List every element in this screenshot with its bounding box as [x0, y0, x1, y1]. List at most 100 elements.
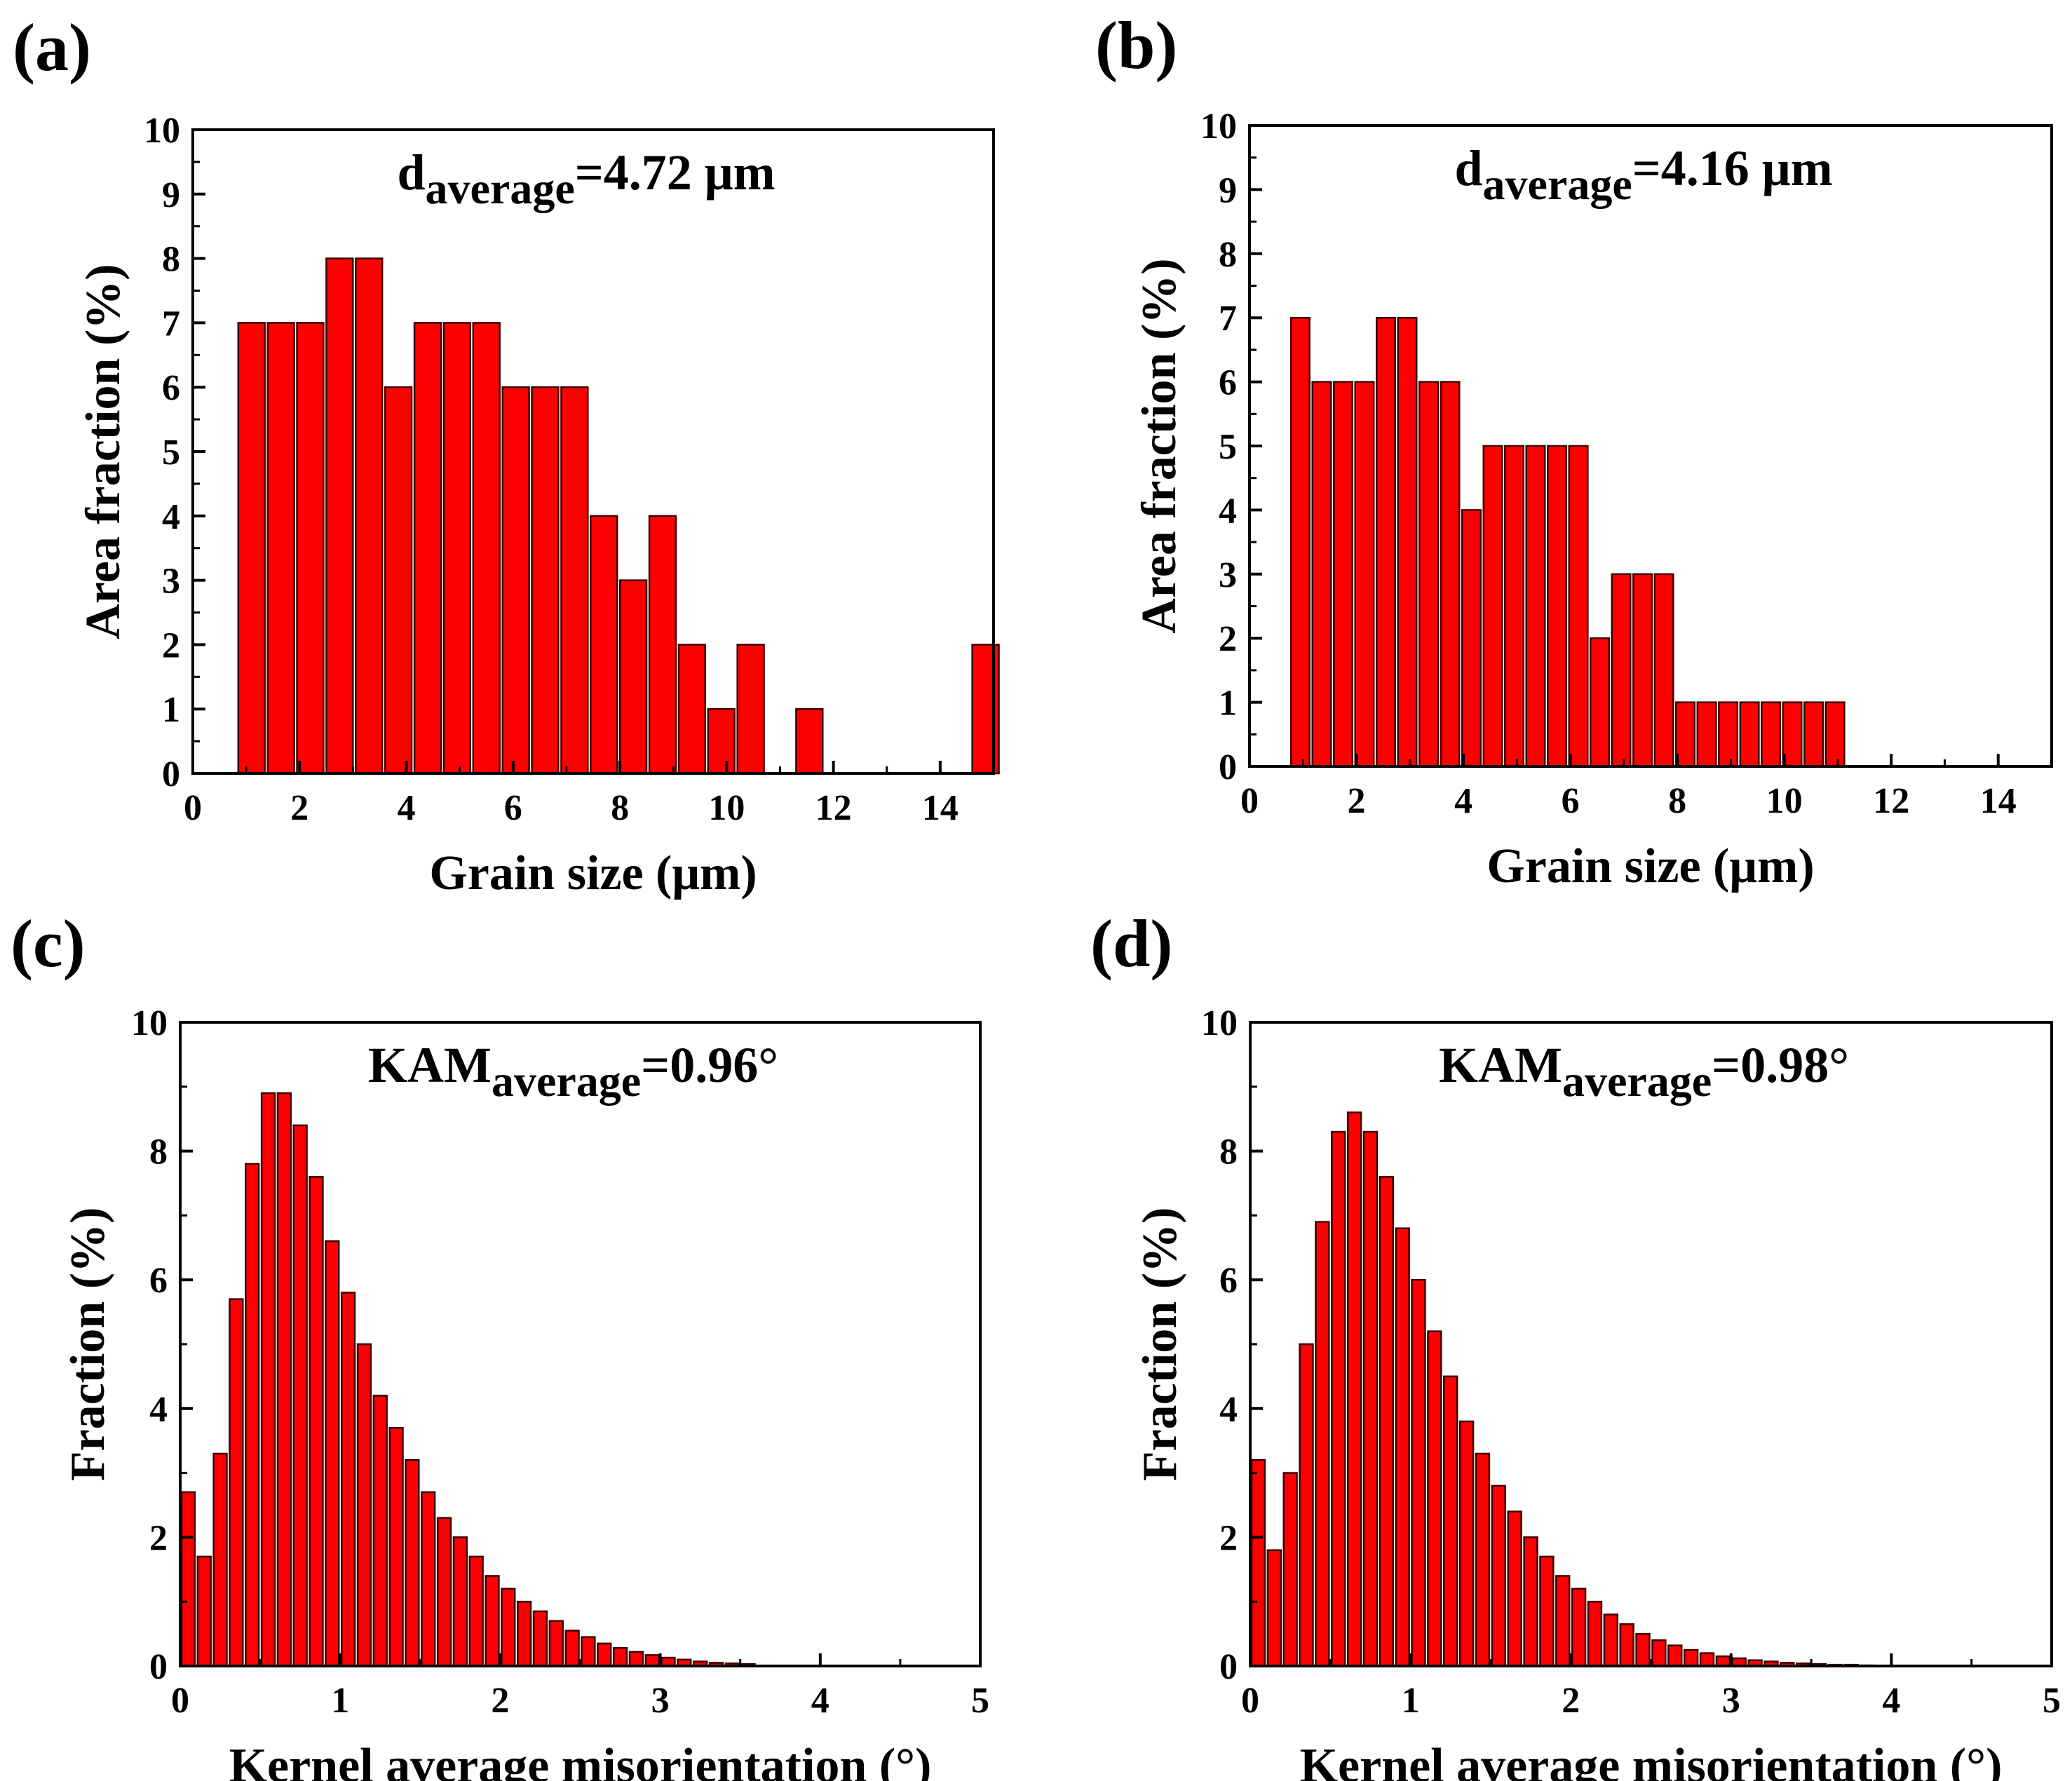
- histogram-bar: [356, 1343, 372, 1667]
- panel-label: (c): [11, 906, 86, 981]
- histogram-bar: [1587, 1600, 1603, 1667]
- histogram-bar: [384, 386, 413, 775]
- histogram-bar: [1803, 701, 1824, 768]
- histogram-bar: [1332, 381, 1353, 768]
- annotation-main: KAM: [1439, 1037, 1562, 1093]
- x-axis-title: Kernel average misorientation (°): [1300, 1739, 2003, 1781]
- histogram-bar: [560, 386, 589, 775]
- y-tick-label: 0: [149, 1647, 168, 1687]
- histogram-bar: [548, 1620, 564, 1667]
- histogram-bar: [1568, 445, 1589, 768]
- y-tick-label: 9: [162, 175, 180, 215]
- y-tick-label: 0: [162, 754, 180, 794]
- annotation-subscript: average: [1562, 1056, 1712, 1106]
- histogram-bar: [1440, 381, 1461, 768]
- histogram-bar: [1482, 445, 1503, 768]
- x-tick-label: 2: [1562, 1681, 1580, 1721]
- histogram-bar: [1824, 701, 1846, 768]
- histogram-bar: [372, 1395, 388, 1667]
- histogram-bar: [1523, 1536, 1538, 1667]
- histogram-bar: [501, 1587, 516, 1667]
- histogram-bar: [1718, 701, 1739, 768]
- y-tick-label: 6: [1219, 363, 1237, 403]
- histogram-bar: [1571, 1587, 1587, 1667]
- x-tick-label: 2: [1348, 781, 1366, 821]
- annotation-value: =0.96°: [641, 1037, 778, 1093]
- histogram-bar: [1699, 1652, 1715, 1667]
- x-tick-label: 12: [1873, 781, 1909, 821]
- x-axis-title: Grain size (μm): [429, 846, 757, 900]
- histogram-bar: [1362, 1130, 1379, 1667]
- y-tick-label: 6: [162, 368, 180, 408]
- histogram-bar: [532, 1610, 548, 1667]
- annotation-value: =0.98°: [1712, 1037, 1849, 1093]
- y-tick-label: 2: [1219, 619, 1237, 659]
- x-tick-label: 4: [1454, 781, 1472, 821]
- histogram-bar: [1475, 1452, 1491, 1667]
- average-annotation: daverage=4.16 μm: [1454, 140, 1832, 209]
- y-tick-label: 7: [1219, 299, 1237, 339]
- histogram-bar: [1395, 1227, 1410, 1667]
- y-axis-title: Fraction (%): [61, 1207, 115, 1482]
- x-tick-label: 1: [331, 1681, 349, 1721]
- histogram-bar: [1504, 445, 1525, 768]
- histogram-bar: [237, 322, 266, 775]
- annotation-subscript: average: [492, 1056, 641, 1106]
- y-tick-label: 0: [1219, 1647, 1238, 1687]
- histogram-bar: [1715, 1655, 1731, 1667]
- histogram-bar: [1539, 1555, 1555, 1667]
- histogram-bar: [1354, 381, 1375, 768]
- histogram-bar: [442, 322, 472, 775]
- histogram-bar: [516, 1600, 532, 1667]
- y-tick-label: 6: [149, 1261, 168, 1301]
- y-tick-label: 4: [149, 1390, 168, 1430]
- y-tick-label: 4: [1219, 1390, 1238, 1430]
- panel-label: (a): [13, 10, 91, 85]
- histogram-bar: [1427, 1330, 1442, 1667]
- x-tick-label: 5: [971, 1681, 989, 1721]
- x-axis-title: Grain size (μm): [1487, 839, 1814, 893]
- histogram-bar: [1458, 1420, 1475, 1667]
- histogram-bar: [1635, 1632, 1651, 1667]
- y-tick-label: 2: [149, 1518, 168, 1558]
- histogram-bar: [1266, 1549, 1282, 1667]
- x-tick-label: 4: [811, 1681, 830, 1721]
- annotation-value: =4.72 μm: [575, 144, 776, 201]
- histogram-bar: [436, 1517, 452, 1667]
- x-tick-label: 0: [171, 1681, 189, 1721]
- histogram-bar: [472, 322, 501, 775]
- y-tick-label: 3: [1219, 555, 1237, 595]
- x-tick-label: 0: [184, 788, 202, 828]
- histogram-bar: [618, 579, 648, 775]
- y-tick-label: 10: [1201, 1003, 1238, 1043]
- y-tick-label: 8: [1219, 1132, 1238, 1172]
- histogram-bar: [292, 1124, 308, 1667]
- histogram-bar: [1418, 381, 1439, 768]
- histogram-bar: [1761, 701, 1782, 768]
- histogram-bar: [628, 1651, 644, 1667]
- y-tick-label: 6: [1219, 1261, 1238, 1301]
- histogram-bar: [296, 322, 325, 775]
- histogram-bar: [564, 1630, 580, 1667]
- histogram-bar: [485, 1575, 500, 1667]
- x-tick-label: 4: [1882, 1681, 1900, 1721]
- annotation-subscript: average: [1483, 159, 1632, 209]
- histogram-bar: [795, 707, 824, 775]
- annotation-main: d: [397, 144, 425, 201]
- y-tick-label: 3: [162, 562, 180, 602]
- x-tick-label: 10: [1766, 781, 1803, 821]
- y-axis-title: Area fraction (%): [1132, 258, 1186, 633]
- histogram-bar: [229, 1298, 244, 1667]
- histogram-bar: [260, 1092, 276, 1667]
- annotation-main: KAM: [368, 1037, 492, 1093]
- histogram-bar: [266, 322, 295, 775]
- x-tick-label: 6: [504, 788, 522, 828]
- y-tick-label: 4: [162, 497, 180, 537]
- histogram-bar: [581, 1636, 596, 1667]
- histogram-bar: [309, 1176, 324, 1667]
- histogram-bar: [405, 1458, 420, 1667]
- y-tick-label: 1: [162, 690, 180, 730]
- histogram-bar: [212, 1452, 228, 1667]
- histogram-bar: [276, 1092, 292, 1667]
